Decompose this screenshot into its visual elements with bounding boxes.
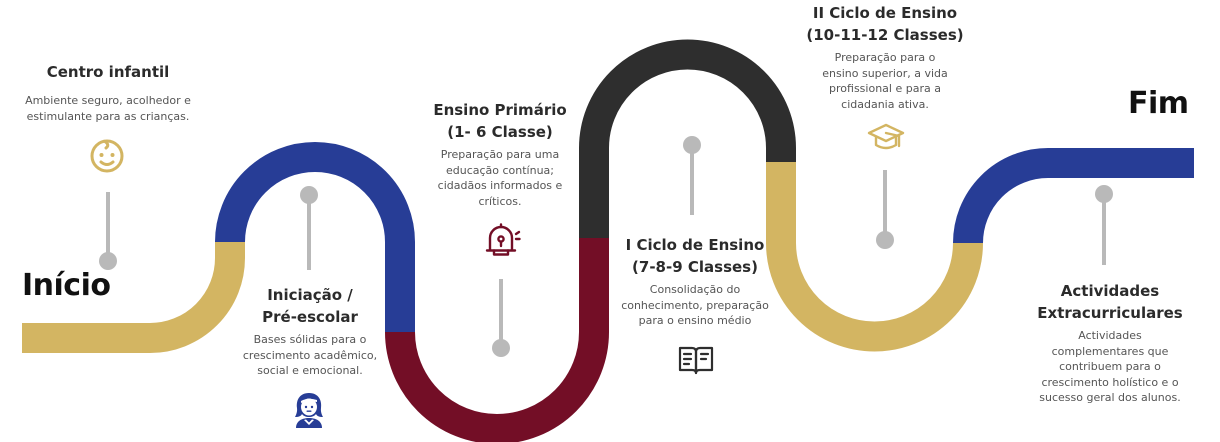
stage-2-title-line-2: Pré-escolar (262, 308, 358, 326)
stage-5-description: Preparação para o ensino superior, a vid… (780, 50, 990, 112)
stage-4-desc-line-3: para o ensino médio (638, 314, 752, 327)
stage-6-desc-line-2: complementares que (1051, 344, 1169, 358)
stage-4-description: Consolidação do conhecimento, preparação… (590, 282, 800, 329)
path-segment-start (22, 242, 245, 353)
stage-4-desc-line-1: Consolidação do (649, 283, 741, 296)
stage-4-title-line-2: (7-8-9 Classes) (632, 258, 758, 276)
marker-stage-5 (876, 170, 894, 249)
stage-6-description: Actividades complementares que contribue… (1010, 328, 1210, 406)
stage-6-desc-line-1: Actividades (1078, 329, 1142, 342)
stage-4-block: I Ciclo de Ensino (7-8-9 Classes) Consol… (590, 234, 800, 329)
open-book-icon (678, 346, 714, 375)
path-segment-end (953, 148, 1194, 244)
stage-6-desc-line-4: crescimento holístico e o (1041, 375, 1179, 389)
stage-2-description: Bases sólidas para o crescimento acadêmi… (212, 332, 408, 379)
stage-3-desc-line-2: educação contínua; (445, 163, 555, 177)
stage-3-block: Ensino Primário (1- 6 Classe) Preparação… (400, 99, 600, 209)
stage-6-title-line-2: Extracurriculares (1037, 304, 1183, 322)
stage-6-desc-line-3: contribuem para o (1059, 360, 1161, 373)
stage-6-desc-line-5: sucesso geral dos alunos. (1039, 391, 1181, 404)
path-segment-2 (385, 238, 609, 442)
stage-4-desc-line-2: conhecimento, preparação (621, 298, 769, 312)
stage-2-desc-line-3: social e emocional. (257, 364, 363, 377)
stage-3-title-line-1: Ensino Primário (433, 101, 567, 119)
stage-1-title-line-1: Centro infantil (46, 63, 170, 81)
marker-stage-1 (99, 192, 117, 270)
stage-3-desc-line-4: críticos. (478, 194, 522, 208)
marker-stage-2 (300, 186, 318, 270)
stage-5-title: II Ciclo de Ensino (10-11-12 Classes) (780, 2, 990, 46)
stage-1-description: Ambiente seguro, acolhedor e estimulante… (10, 93, 206, 124)
stage-3-desc-line-3: cidadãos informados e (437, 179, 563, 192)
child-icon (295, 393, 323, 428)
path-segment-3 (579, 39, 796, 238)
stage-1-title: Centro infantil (10, 61, 206, 83)
stage-3-desc-line-1: Preparação para uma (440, 148, 560, 161)
stage-3-title-line-2: (1- 6 Classe) (447, 123, 553, 141)
stage-1-desc-line-2: estimulante para as crianças. (26, 109, 190, 123)
path-segment-4 (766, 162, 983, 352)
stage-2-block: Iniciação / Pré-escolar Bases sólidas pa… (212, 284, 408, 379)
stage-2-desc-line-1: Bases sólidas para o (253, 333, 367, 346)
stage-2-title-line-1: Iniciação / (267, 286, 353, 304)
stage-6-block: Actividades Extracurriculares Actividade… (1010, 280, 1210, 406)
stage-1-block: Centro infantil Ambiente seguro, acolhed… (10, 61, 206, 124)
end-label: Fim (1128, 86, 1189, 121)
start-label: Início (22, 268, 111, 303)
stage-5-desc-line-1: Preparação para o (834, 51, 936, 64)
stage-5-title-line-2: (10-11-12 Classes) (806, 26, 964, 44)
stage-5-desc-line-2: ensino superior, a vida (822, 66, 948, 80)
stage-2-desc-line-2: crescimento acadêmico, (242, 348, 378, 362)
stage-6-title-line-1: Actividades (1060, 282, 1160, 300)
baby-face-icon (90, 139, 124, 173)
stage-5-desc-line-3: profissional e para a (829, 82, 941, 95)
stage-5-title-line-1: II Ciclo de Ensino (812, 4, 958, 22)
stage-4-title: I Ciclo de Ensino (7-8-9 Classes) (590, 234, 800, 278)
stage-4-title-line-1: I Ciclo de Ensino (625, 236, 765, 254)
graduation-cap-icon (867, 123, 905, 150)
stage-3-title: Ensino Primário (1- 6 Classe) (400, 99, 600, 143)
stage-2-title: Iniciação / Pré-escolar (212, 284, 408, 328)
stage-markers (99, 136, 1113, 357)
stage-5-desc-line-4: cidadania ativa. (841, 97, 929, 111)
marker-stage-3 (492, 279, 510, 357)
path-segment-1 (215, 142, 415, 332)
stage-5-block: II Ciclo de Ensino (10-11-12 Classes) Pr… (780, 2, 990, 112)
marker-stage-4 (683, 136, 701, 215)
stage-1-desc-line-1: Ambiente seguro, acolhedor e (25, 94, 191, 107)
stage-6-title: Actividades Extracurriculares (1010, 280, 1210, 324)
stage-3-description: Preparação para uma educação contínua; c… (400, 147, 600, 209)
school-bell-icon (485, 223, 521, 256)
marker-stage-6 (1095, 185, 1113, 265)
